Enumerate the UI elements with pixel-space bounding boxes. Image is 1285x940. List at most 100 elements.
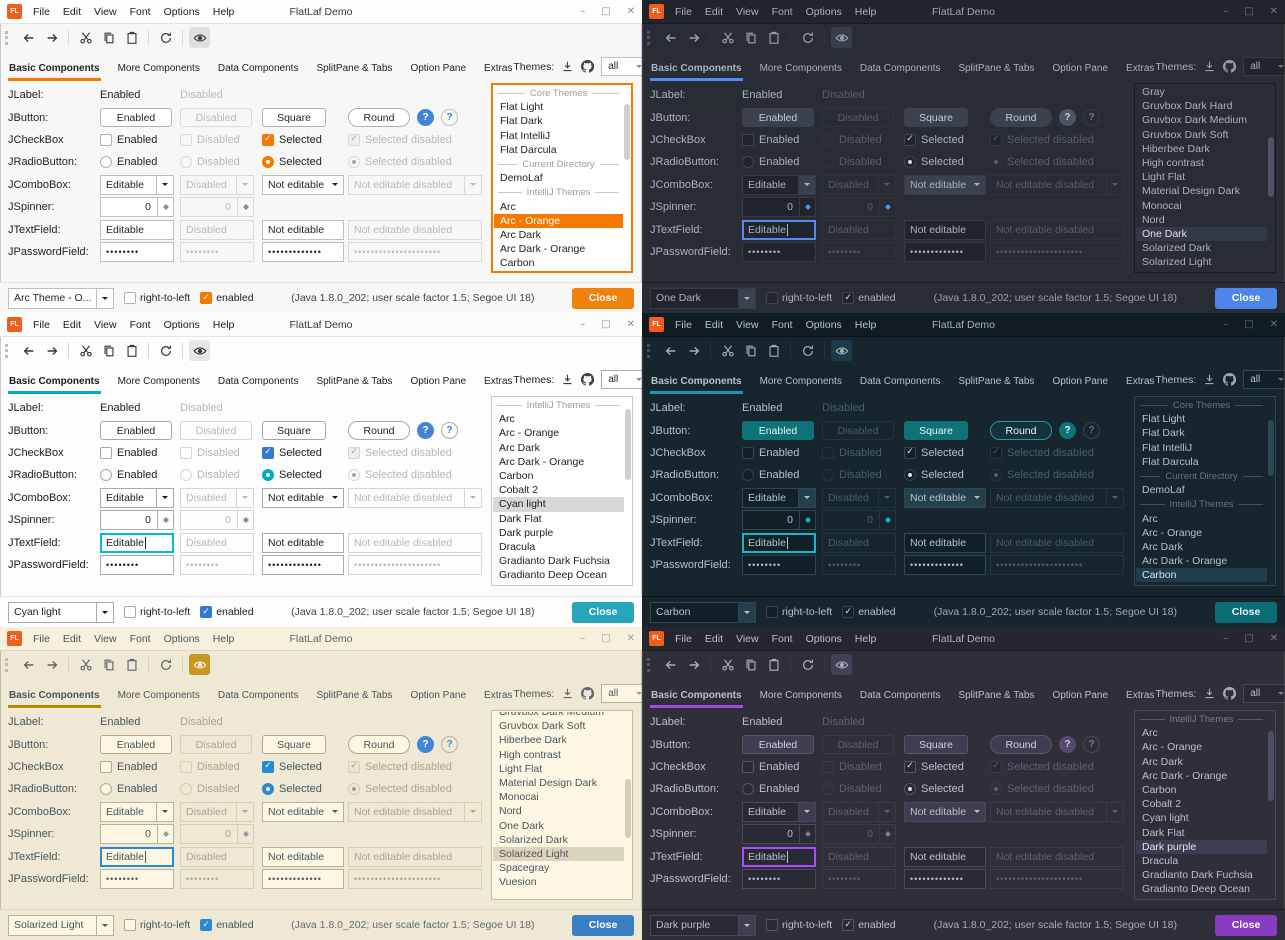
theme-list-item[interactable]: High contrast — [499, 748, 561, 761]
theme-list-item[interactable]: Arc — [1142, 512, 1158, 525]
theme-list-item[interactable]: Carbon — [499, 469, 534, 482]
menu-view[interactable]: View — [736, 318, 759, 331]
radio-selected[interactable]: Selected — [262, 469, 322, 482]
tab-basic-components[interactable]: Basic Components — [650, 686, 743, 708]
passwordfield-editable[interactable]: •••••••• — [742, 554, 816, 575]
theme-list-item[interactable]: Gruvbox Dark Hard — [1142, 100, 1233, 113]
menu-options[interactable]: Options — [805, 318, 842, 331]
tab-basic-components[interactable]: Basic Components — [8, 372, 101, 394]
theme-list-item[interactable]: Cyan light — [493, 497, 624, 512]
tab-more-components[interactable]: More Components — [117, 376, 200, 387]
themes-list-scrollbar[interactable] — [1268, 712, 1274, 898]
spinner-enabled[interactable]: 0 — [100, 197, 174, 218]
refresh-icon[interactable] — [155, 27, 176, 48]
chevron-down-icon[interactable] — [798, 175, 815, 194]
theme-list-item[interactable]: Light Flat — [499, 762, 543, 775]
theme-select-combo[interactable]: One Dark — [650, 287, 756, 309]
theme-list-item[interactable]: Flat IntelliJ — [500, 129, 551, 142]
theme-list-item[interactable]: DemoLaf — [1142, 484, 1185, 497]
theme-select-combo[interactable]: Dark purple — [650, 914, 756, 936]
checkbox-selected[interactable]: Selected — [262, 446, 322, 459]
scrollbar-thumb[interactable] — [624, 104, 630, 160]
menu-file[interactable]: File — [675, 5, 692, 18]
menu-help[interactable]: Help — [212, 318, 235, 331]
chevron-down-icon[interactable] — [96, 915, 113, 935]
maximize-icon[interactable]: □ — [1244, 633, 1254, 644]
close-window-icon[interactable]: ✕ — [626, 6, 635, 17]
download-icon[interactable] — [561, 687, 574, 700]
spinner-enabled[interactable]: 0 — [100, 510, 174, 531]
theme-list-item[interactable]: Gruvbox Dark Soft — [499, 720, 586, 733]
passwordfield-not-editable[interactable]: ••••••••••••• — [904, 554, 986, 575]
tab-option-pane[interactable]: Option Pane — [1052, 376, 1109, 387]
theme-list-item[interactable]: Arc Dark — [1142, 755, 1183, 768]
textfield-editable[interactable]: Editable — [742, 846, 816, 867]
tab-basic-components[interactable]: Basic Components — [650, 59, 743, 81]
theme-list-item[interactable]: Carbon — [500, 257, 535, 270]
theme-select-combo[interactable]: Arc Theme - O... — [8, 287, 114, 309]
radio-selected[interactable]: Selected — [904, 156, 964, 169]
right-to-left-checkbox[interactable]: right-to-left — [766, 919, 832, 931]
right-to-left-checkbox[interactable]: right-to-left — [124, 606, 190, 618]
tab-data-components[interactable]: Data Components — [859, 63, 941, 74]
minimize-icon[interactable]: – — [580, 633, 586, 644]
theme-list-item[interactable]: Solarized Light — [493, 846, 624, 862]
tab-data-components[interactable]: Data Components — [859, 690, 941, 701]
passwordfield-not-editable[interactable]: ••••••••••••• — [262, 868, 344, 889]
tab-splitpane-tabs[interactable]: SplitPane & Tabs — [316, 690, 393, 701]
chevron-down-icon[interactable] — [96, 602, 113, 622]
tab-extras[interactable]: Extras — [484, 376, 513, 387]
tab-data-components[interactable]: Data Components — [217, 63, 299, 74]
toolbar-grip[interactable] — [647, 343, 653, 358]
theme-list-item[interactable]: Nord — [499, 805, 522, 818]
theme-list-item[interactable]: Arc - Orange — [1142, 741, 1203, 754]
close-button[interactable]: Close — [1215, 601, 1277, 623]
spinner-value[interactable]: 0 — [787, 514, 793, 527]
textfield-not-editable[interactable]: Not editable — [262, 219, 344, 240]
copy-icon[interactable] — [98, 340, 119, 361]
square-button[interactable]: Square — [904, 735, 968, 755]
copy-icon[interactable] — [98, 654, 119, 675]
right-to-left-checkbox[interactable]: right-to-left — [766, 292, 832, 304]
close-button[interactable]: Close — [572, 914, 634, 936]
menu-options[interactable]: Options — [163, 318, 200, 331]
combobox-editable[interactable]: Editable — [100, 487, 174, 508]
theme-list-item[interactable]: Flat Dark — [500, 115, 543, 128]
square-button[interactable]: Square — [904, 421, 968, 441]
minimize-icon[interactable]: – — [1223, 633, 1229, 644]
theme-list-item[interactable]: Gradianto Deep Ocean — [1142, 883, 1250, 896]
theme-list-item[interactable]: Light Flat — [1142, 171, 1186, 184]
enabled-button[interactable]: Enabled — [100, 108, 172, 128]
theme-list-item[interactable]: Flat IntelliJ — [1142, 441, 1193, 454]
tab-option-pane[interactable]: Option Pane — [410, 376, 467, 387]
menu-options[interactable]: Options — [805, 632, 842, 645]
theme-filter-combo[interactable]: all — [1243, 370, 1285, 389]
theme-list-item[interactable]: One Dark — [499, 819, 544, 832]
menu-edit[interactable]: Edit — [704, 5, 724, 18]
tab-more-components[interactable]: More Components — [117, 63, 200, 74]
theme-list-item[interactable]: Carbon — [1136, 568, 1267, 583]
forward-icon[interactable] — [41, 654, 62, 675]
theme-list-item[interactable]: DemoLaf — [500, 172, 543, 185]
download-icon[interactable] — [1203, 373, 1216, 386]
theme-list-item[interactable]: Gruvbox Dark Medium — [499, 712, 605, 718]
checkbox-selected[interactable]: Selected — [904, 133, 964, 146]
theme-list-item[interactable]: Dark Flat — [499, 512, 542, 525]
tab-option-pane[interactable]: Option Pane — [410, 690, 467, 701]
themes-list-scrollbar[interactable] — [624, 86, 630, 270]
paste-icon[interactable] — [763, 27, 784, 48]
theme-list-item[interactable]: Material Design Dark — [499, 776, 598, 789]
textfield-editable[interactable]: Editable — [742, 532, 816, 553]
maximize-icon[interactable]: □ — [601, 319, 611, 330]
cut-icon[interactable] — [717, 340, 738, 361]
help-outline-button[interactable]: ? — [441, 422, 458, 440]
theme-list-item[interactable]: Solarized Light — [1142, 256, 1212, 269]
textfield-not-editable[interactable]: Not editable — [904, 846, 986, 867]
combobox-editable[interactable]: Editable — [100, 801, 174, 822]
chevron-down-icon[interactable] — [156, 802, 173, 821]
theme-list-item[interactable]: High contrast — [1142, 156, 1204, 169]
scrollbar-thumb[interactable] — [625, 409, 631, 480]
show-hidden-eye-icon[interactable] — [189, 340, 210, 361]
scrollbar-thumb[interactable] — [1268, 420, 1274, 477]
theme-list-item[interactable]: Arc Dark — [499, 441, 540, 454]
